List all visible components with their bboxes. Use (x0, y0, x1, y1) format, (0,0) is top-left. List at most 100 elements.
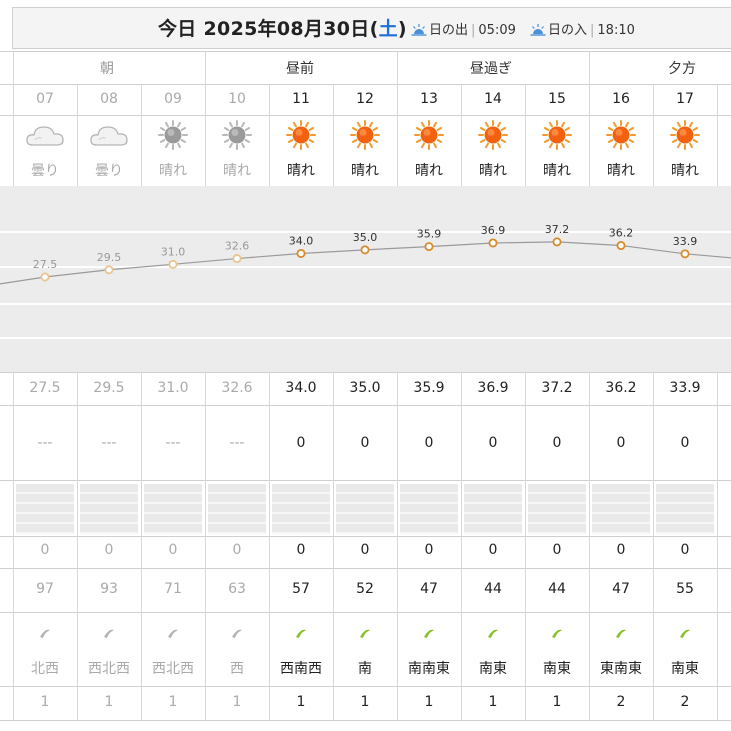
precip-bar-strip (656, 484, 714, 534)
wind-direction-cell: 東南東 (600, 661, 642, 677)
wind-speed-cell: 1 (488, 694, 498, 710)
wind-direction-cell: 南東 (671, 661, 699, 677)
wind-arrow-icon (397, 624, 461, 644)
wind-direction-cell: 西北西 (152, 661, 194, 677)
wind-arrow-icon (461, 624, 525, 644)
weather-label: 晴れ (415, 163, 443, 179)
tod-morning: 朝 (100, 61, 114, 77)
temperature-point (40, 272, 50, 282)
precip-amount-cell: 0 (296, 542, 306, 558)
sun-icon (525, 119, 589, 151)
precip-amount-cell: 0 (232, 542, 242, 558)
temperature-chart-area (0, 186, 731, 372)
temperature-cell: 36.2 (605, 380, 637, 396)
temperature-point-label: 29.5 (97, 251, 122, 264)
day-of-week: 土 (378, 18, 398, 40)
precip-bar-strip (80, 484, 138, 534)
weather-label: 晴れ (607, 163, 635, 179)
precip-bar-strip (16, 484, 74, 534)
temperature-point (104, 265, 114, 275)
hour-cell: 08 (100, 91, 118, 107)
wind-direction-cell: 西 (230, 661, 244, 677)
weather-label: 晴れ (543, 163, 571, 179)
precip-bar-strip (144, 484, 202, 534)
sun-icon (589, 119, 653, 151)
precip-amount-cell: 0 (680, 542, 690, 558)
wind-speed-cell: 2 (616, 694, 626, 710)
sunset-info: 日の入 | 18:10 (530, 19, 635, 38)
humidity-cell: 47 (612, 581, 630, 597)
temperature-point-label: 33.9 (673, 235, 698, 248)
wind-direction-cell: 南 (358, 661, 372, 677)
precip-bar-strip (592, 484, 650, 534)
sun-gray-icon (141, 119, 205, 151)
wind-speed-cell: 1 (232, 694, 242, 710)
precip-prob-cell: 0 (296, 435, 306, 451)
tod-afternoon: 昼過ぎ (470, 61, 512, 77)
tod-evening: 夕方 (668, 61, 696, 77)
precip-prob-cell: 0 (424, 435, 434, 451)
hour-cell: 14 (484, 91, 502, 107)
weather-label: 晴れ (671, 163, 699, 179)
temperature-cell: 32.6 (221, 380, 253, 396)
temperature-point-label: 31.0 (161, 245, 186, 258)
temperature-cell: 36.9 (477, 380, 509, 396)
precip-bar-strip (528, 484, 586, 534)
temperature-point-label: 35.9 (417, 228, 442, 241)
wind-direction-cell: 南東 (543, 661, 571, 677)
cloud-icon (77, 119, 141, 151)
cloud-icon (13, 119, 77, 151)
sunrise-info: 日の出 | 05:09 (411, 19, 516, 38)
precip-amount-cell: 0 (40, 542, 50, 558)
wind-arrow-icon (13, 624, 77, 644)
date-header (12, 7, 731, 49)
wind-direction-cell: 西北西 (88, 661, 130, 677)
precip-prob-cell: --- (37, 435, 53, 451)
wind-direction-cell: 西南西 (280, 661, 322, 677)
humidity-cell: 47 (420, 581, 438, 597)
temperature-point (616, 241, 626, 251)
precip-bar-strip (464, 484, 522, 534)
wind-direction-cell: 南東 (479, 661, 507, 677)
temperature-cell: 33.9 (669, 380, 701, 396)
weather-label: 晴れ (159, 163, 187, 179)
temperature-point-label: 32.6 (225, 240, 250, 253)
wind-arrow-icon (205, 624, 269, 644)
wind-speed-cell: 1 (424, 694, 434, 710)
temperature-line-chart: 27.5 29.5 31.0 32.6 34.0 35.0 35.9 36.9 37.2 36.2… (0, 223, 731, 339)
temperature-cell: 31.0 (157, 380, 189, 396)
weather-label: 晴れ (479, 163, 507, 179)
wind-arrow-icon (269, 624, 333, 644)
weather-label: 曇り (95, 163, 123, 179)
humidity-cell: 71 (164, 581, 182, 597)
precip-bar-strip (272, 484, 330, 534)
temperature-point (552, 237, 562, 247)
weather-label: 晴れ (287, 163, 315, 179)
sunrise-icon (411, 24, 427, 36)
sun-icon (653, 119, 717, 151)
wind-speed-cell: 2 (680, 694, 690, 710)
hour-cell: 15 (548, 91, 566, 107)
wind-arrow-icon (141, 624, 205, 644)
temperature-point (168, 259, 178, 269)
wind-arrow-icon (333, 624, 397, 644)
humidity-cell: 97 (36, 581, 54, 597)
sun-icon (269, 119, 333, 151)
precip-amount-cell: 0 (168, 542, 178, 558)
precip-bar-strip (400, 484, 458, 534)
humidity-cell: 93 (100, 581, 118, 597)
precip-prob-cell: 0 (488, 435, 498, 451)
humidity-cell: 52 (356, 581, 374, 597)
temperature-cell: 34.0 (285, 380, 317, 396)
precip-bar-strip (208, 484, 266, 534)
humidity-cell: 44 (548, 581, 566, 597)
humidity-cell: 44 (484, 581, 502, 597)
wind-direction-cell: 南南東 (408, 661, 450, 677)
humidity-cell: 63 (228, 581, 246, 597)
wind-arrow-icon (77, 624, 141, 644)
wind-arrow-icon (525, 624, 589, 644)
precip-prob-cell: --- (101, 435, 117, 451)
hour-cell: 12 (356, 91, 374, 107)
wind-speed-cell: 1 (296, 694, 306, 710)
